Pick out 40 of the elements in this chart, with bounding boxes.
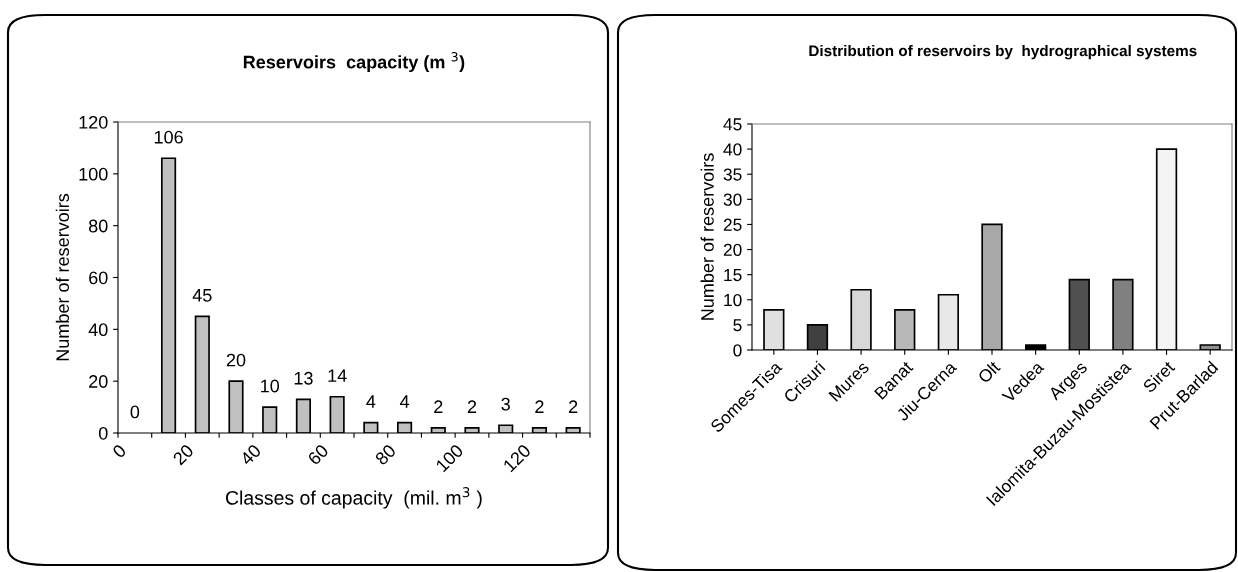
y-tick-label: 20	[723, 243, 742, 257]
x-tick-label: 40	[239, 443, 262, 467]
y-tick-label: 5	[733, 319, 742, 332]
data-label: 2	[569, 400, 578, 413]
x-tick-label: 0	[111, 443, 127, 459]
y-tick-label: 35	[723, 168, 742, 181]
x-axis-title: Classes of capacity (mil. m$^{3}$ )	[225, 487, 482, 509]
data-label: 2	[467, 400, 477, 413]
data-label: 45	[192, 289, 212, 302]
chart-title: Distribution of reservoirs by hydrographical systems	[809, 45, 1197, 60]
y-tick-label: 40	[88, 323, 108, 337]
data-label: 13	[294, 371, 313, 385]
y-axis-title: Number of reservoirs	[55, 193, 70, 361]
y-tick-label: 0	[733, 344, 742, 357]
y-tick-label: 30	[723, 193, 742, 206]
data-label: 2	[535, 400, 544, 413]
y-tick-label: 60	[89, 271, 108, 285]
y-tick-label: 100	[79, 167, 108, 181]
x-tick-label: 100	[435, 443, 465, 473]
chart-title: Reservoirs capacity (m $^{3}$)	[243, 52, 465, 73]
x-tick-label: 120	[502, 443, 532, 473]
y-tick-label: 45	[723, 118, 742, 131]
data-label: 4	[366, 395, 376, 408]
y-tick-label: 40	[723, 143, 742, 156]
x-tick-label: 20	[172, 443, 195, 466]
data-label: 3	[501, 397, 510, 411]
y-tick-label: 120	[79, 115, 108, 129]
data-label: 106	[154, 130, 183, 144]
x-tick-label: 60	[307, 443, 330, 466]
data-label: 4	[399, 395, 410, 408]
y-axis-title: Number of reservoirs	[700, 153, 714, 320]
y-tick-label: 25	[723, 218, 742, 231]
data-label: 10	[261, 379, 280, 393]
data-label: 0	[130, 405, 140, 419]
data-label: 14	[328, 369, 347, 382]
y-tick-label: 80	[88, 219, 108, 233]
y-tick-label: 15	[724, 269, 742, 282]
data-label: 2	[434, 400, 443, 413]
x-tick-label: 80	[374, 443, 397, 466]
y-tick-label: 10	[724, 293, 742, 307]
